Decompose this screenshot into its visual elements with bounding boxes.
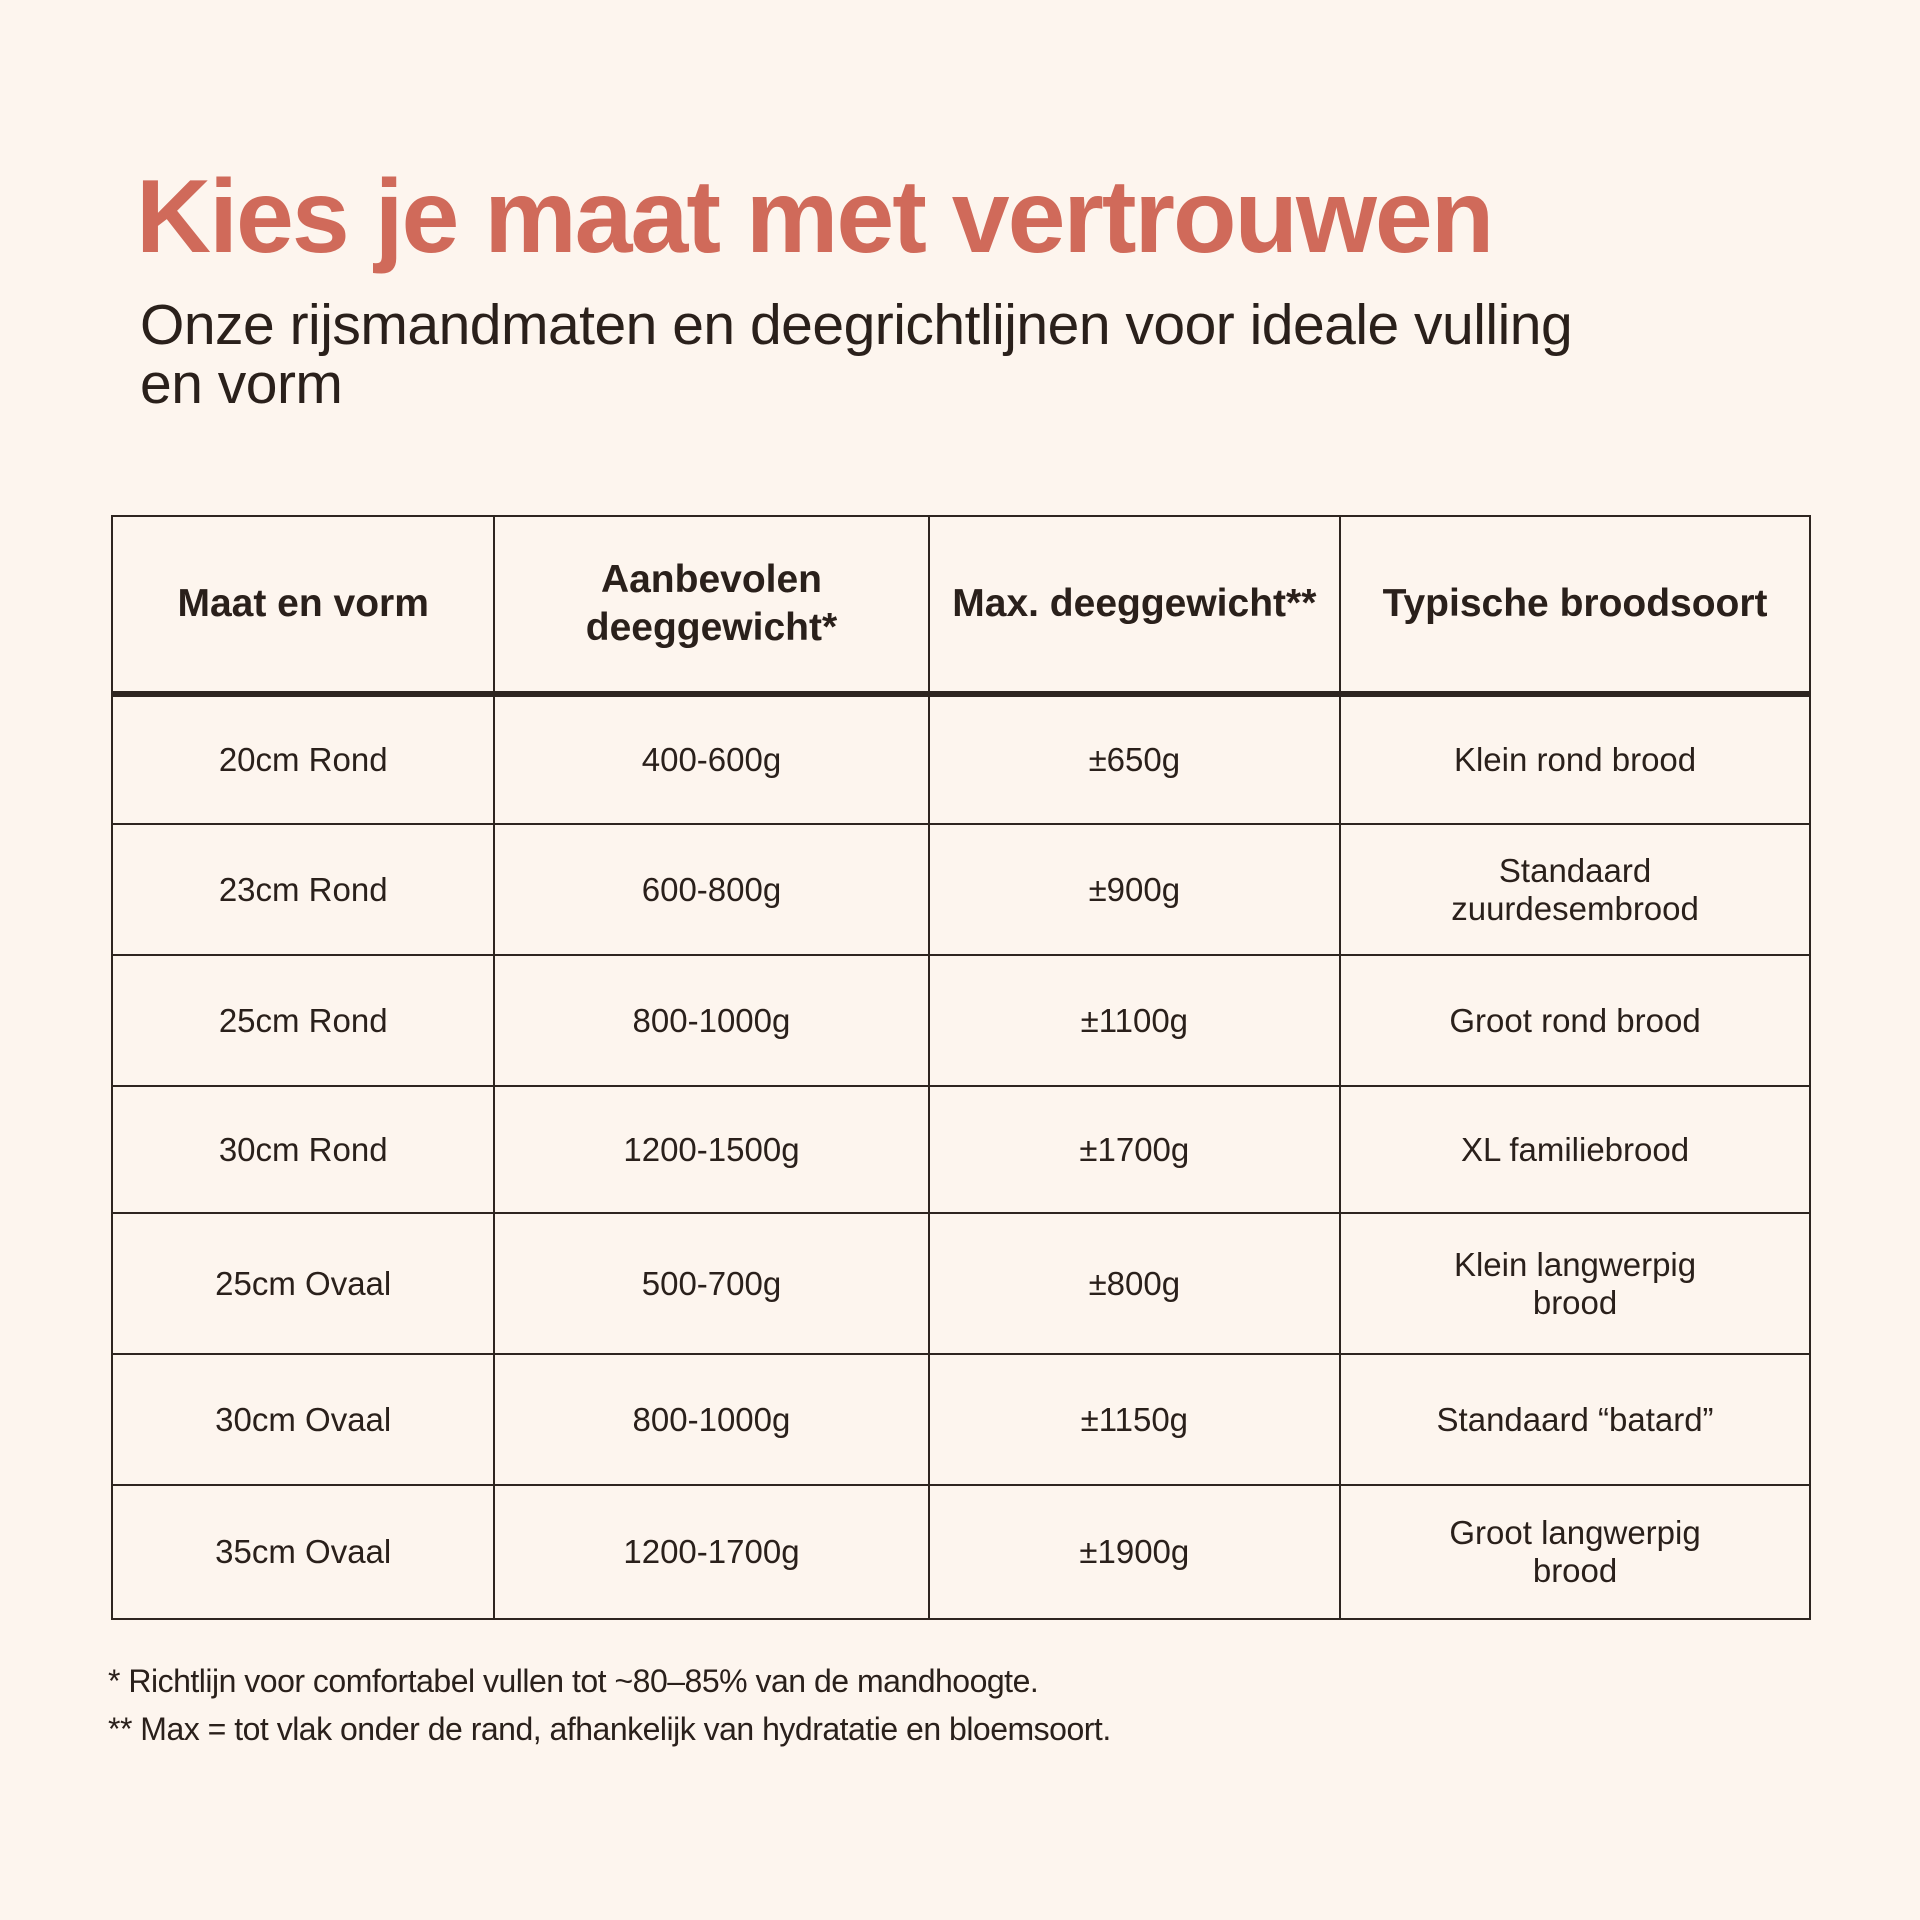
cell-recommended-weight: 1200-1500g [493, 1085, 930, 1214]
footnote-2: ** Max = tot vlak onder de rand, afhanke… [108, 1711, 1111, 1747]
table-header-row: Maat en vorm Aanbevolen deeggewicht* Max… [110, 515, 1811, 697]
cell-bread-type: Standaard “batard” [1339, 1353, 1811, 1486]
cell-size-shape: 20cm Rond [110, 693, 496, 825]
cell-max-weight: ±1900g [927, 1484, 1342, 1620]
table-row: 20cm Rond 400-600g ±650g Klein rond brood [110, 693, 1811, 825]
footnote-1: * Richtlijn voor comfortabel vullen tot … [108, 1663, 1039, 1699]
cell-size-shape: 30cm Rond [110, 1085, 496, 1214]
cell-size-shape: 25cm Rond [110, 954, 496, 1087]
cell-bread-type: Klein rond brood [1339, 693, 1811, 825]
cell-bread-type: Standaard zuurdesembrood [1339, 823, 1811, 956]
cell-bread-type: XL familiebrood [1339, 1085, 1811, 1214]
cell-max-weight: ±800g [927, 1212, 1342, 1355]
header-size-shape: Maat en vorm [110, 515, 496, 697]
table-row: 30cm Ovaal 800-1000g ±1150g Standaard “bata… [110, 1353, 1811, 1486]
cell-size-shape: 35cm Ovaal [110, 1484, 496, 1620]
cell-size-shape: 30cm Ovaal [110, 1353, 496, 1486]
table-row: 35cm Ovaal 1200-1700g ±1900g Groot langwerp… [110, 1484, 1811, 1620]
cell-recommended-weight: 500-700g [493, 1212, 930, 1355]
cell-bread-type: Klein langwerpig brood [1339, 1212, 1811, 1355]
cell-bread-type: Groot langwerpig brood [1339, 1484, 1811, 1620]
page-subtitle: Onze rijsmandmaten en deegrichtlijnen vo… [140, 293, 1573, 416]
header-recommended-weight: Aanbevolen deeggewicht* [493, 515, 930, 697]
table-row: 30cm Rond 1200-1500g ±1700g XL familiebrood [110, 1085, 1811, 1214]
table-row: 23cm Rond 600-800g ±900g Standaard zuurdese… [110, 823, 1811, 956]
page-title: Kies je maat met vertrouwen [136, 159, 1494, 275]
cell-max-weight: ±1100g [927, 954, 1342, 1087]
header-max-weight: Max. deeggewicht** [927, 515, 1342, 697]
table-row: 25cm Rond 800-1000g ±1100g Groot rond brood [110, 954, 1811, 1087]
cell-size-shape: 23cm Rond [110, 823, 496, 956]
cell-recommended-weight: 800-1000g [493, 954, 930, 1087]
cell-recommended-weight: 400-600g [493, 693, 930, 825]
cell-bread-type: Groot rond brood [1339, 954, 1811, 1087]
cell-size-shape: 25cm Ovaal [110, 1212, 496, 1355]
cell-recommended-weight: 600-800g [493, 823, 930, 956]
cell-max-weight: ±900g [927, 823, 1342, 956]
header-bread-type: Typische broodsoort [1339, 515, 1811, 697]
cell-recommended-weight: 1200-1700g [493, 1484, 930, 1620]
cell-max-weight: ±1700g [927, 1085, 1342, 1214]
cell-max-weight: ±1150g [927, 1353, 1342, 1486]
cell-max-weight: ±650g [927, 693, 1342, 825]
cell-recommended-weight: 800-1000g [493, 1353, 930, 1486]
size-table: Maat en vorm Aanbevolen deeggewicht* Max… [110, 515, 1811, 1620]
table-row: 25cm Ovaal 500-700g ±800g Klein langwerpig … [110, 1212, 1811, 1355]
